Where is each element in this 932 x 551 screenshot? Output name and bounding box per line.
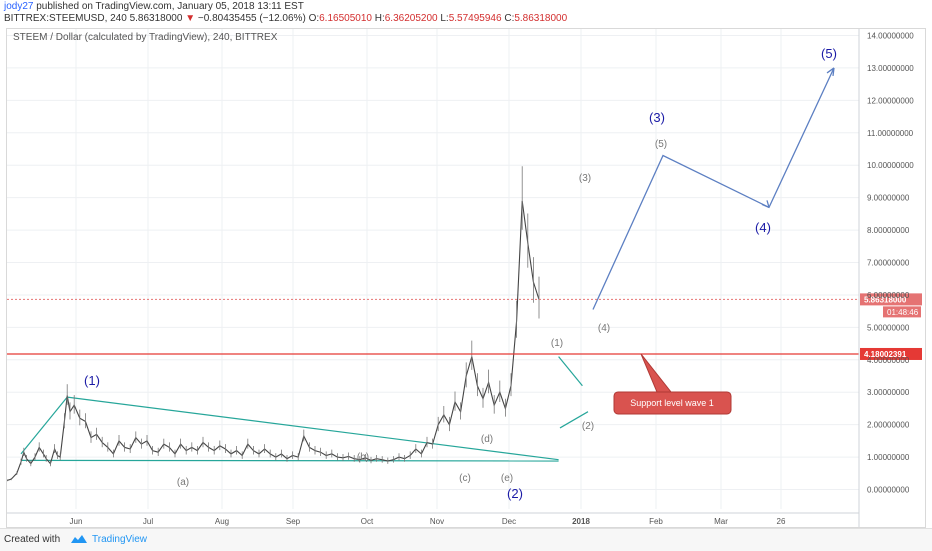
projection-line [592,67,835,310]
close-value: 5.86318000 [514,13,568,24]
down-arrow-icon: ▼ [185,13,196,24]
y-tick-label: 14.00000000 [867,31,914,40]
symbol-line: BITTREX:STEEMUSD, 240 5.86318000 ▼ −0.80… [4,13,567,24]
x-tick-label: Dec [502,517,516,526]
trendline-upper [67,396,559,461]
trendline-wedge-upper [558,356,583,387]
tradingview-brand-link[interactable]: TradingView [92,534,148,545]
y-tick-label: 8.00000000 [867,226,910,235]
x-tick-label: Sep [286,517,301,526]
chart-title: STEEM / Dollar (calculated by TradingVie… [13,32,278,43]
symbol-name: BITTREX:STEEMUSD, 240 [4,13,127,24]
price-line [6,200,540,482]
created-with-text: Created with [4,534,61,545]
trendline-lower [20,459,559,462]
y-tick-label: 0.00000000 [867,486,910,495]
projection-path [592,67,835,310]
high-label: H: [374,13,385,24]
level-label: 4.18002391 [864,350,907,359]
high-value: 6.36205200 [384,13,438,24]
callout-text: Support level wave 1 [630,398,714,408]
y-tick-label: 12.00000000 [867,96,914,105]
projection-arrowhead [826,67,835,76]
x-tick-label: 26 [777,517,786,526]
wave-label: (3) [579,173,591,184]
y-tick-label: 4.00000000 [867,356,910,365]
y-tick-label: 1.00000000 [867,453,910,462]
chart-grid [7,29,859,509]
y-tick-label: 9.00000000 [867,194,910,203]
wave-label: (2) [582,421,594,432]
author-link[interactable]: jody27 [4,1,34,12]
x-tick-label: Oct [361,517,374,526]
tradingview-logo-icon[interactable] [70,534,88,544]
wave-labels: (1) (a) (b) (c) (d) (e) (2) (1) (2) (3) (4) (5) (3) (… [84,46,837,501]
trendlines [20,356,589,462]
projection-arrowhead [761,200,770,208]
x-tick-label: Aug [215,517,229,526]
low-label: L: [440,13,449,24]
horizontal-levels: 4.18002391 5.86318000 01:48:46 [7,293,922,360]
wave-label: (a) [177,477,189,488]
level-label-bg [860,347,922,360]
wave-label: (5) [655,139,667,150]
published-text: published on TradingView.com, January 05… [36,1,304,12]
publish-line: jody27 published on TradingView.com, Jan… [4,1,304,12]
open-value: 6.16505010 [319,13,372,24]
wave-label: (4) [755,220,771,235]
time-axis: Jun Jul Aug Sep Oct Nov Dec 2018 Feb Mar 26 [7,512,859,526]
wave-label: (4) [598,323,610,334]
y-tick-label: 5.00000000 [867,323,910,332]
callout-box [613,391,732,415]
last-price: 5.86318000 [129,13,183,24]
close-label: C: [504,13,515,24]
y-tick-label: 2.00000000 [867,421,910,430]
x-tick-label: Feb [649,517,663,526]
low-value: 5.57495946 [448,13,502,24]
level-sublabel-bg [883,306,921,318]
support-callout: Support level wave 1 [613,353,732,415]
wave-label: (d) [481,434,493,445]
price-axis: 14.00000000 13.00000000 12.00000000 11.0000… [858,29,914,527]
trendline-wave1-up [20,396,68,455]
price-change: −0.80435455 (−12.06%) [197,13,306,24]
wave-label: (b) [357,452,369,463]
price-series [6,166,540,482]
chart-frame[interactable]: STEEM / Dollar (calculated by TradingVie… [6,28,926,528]
y-tick-label: 3.00000000 [867,388,910,397]
open-label: O: [308,13,320,24]
x-tick-label: Nov [430,517,444,526]
wave-label: (1) [551,338,563,349]
wave-label: (1) [84,373,100,388]
y-tick-label: 7.00000000 [867,259,910,268]
trendline-wedge-lower [559,411,589,429]
chart-header: jody27 published on TradingView.com, Jan… [0,0,932,28]
x-tick-label: Mar [714,517,728,526]
y-tick-label: 13.00000000 [867,64,914,73]
wave-label: (2) [507,486,523,501]
x-tick-label: Jul [143,517,153,526]
wave-label: (5) [821,46,837,61]
wave-label: (3) [649,110,665,125]
y-tick-label: 10.00000000 [867,161,914,170]
wave-label: (c) [459,473,471,484]
x-tick-label: Jun [70,517,83,526]
level-label-bg [860,293,922,306]
wave-label: (e) [501,473,513,484]
level-label: 5.86318000 [864,295,907,304]
y-tick-label: 11.00000000 [867,129,914,138]
y-tick-label: 6.00000000 [867,291,910,300]
x-tick-label: 2018 [572,517,590,526]
level-sublabel: 01:48:46 [887,308,919,317]
price-chart[interactable]: STEEM / Dollar (calculated by TradingVie… [6,29,925,527]
footer-bar: Created with TradingView [0,528,932,551]
